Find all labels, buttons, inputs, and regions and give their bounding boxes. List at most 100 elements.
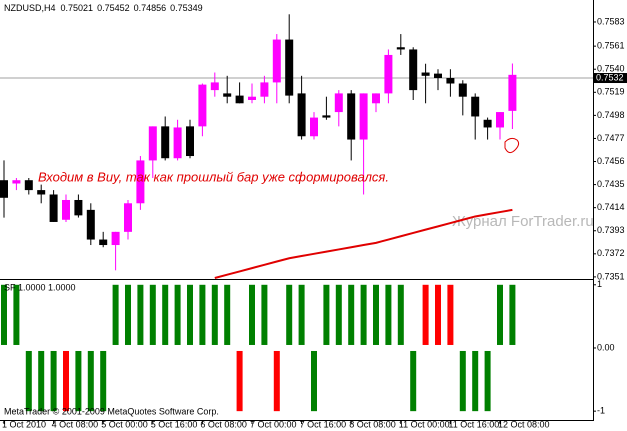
candle-body [49, 194, 58, 222]
x-tick-label: 6 Oct 08:00 [200, 419, 247, 429]
y-tick-label: -1 [597, 406, 605, 416]
indicator-bar [137, 284, 144, 345]
y-tick-label: 0.7456 [597, 156, 625, 166]
indicator-bar [75, 350, 82, 412]
candle-body [136, 160, 145, 204]
y-tick-label: 0.7519 [597, 87, 625, 97]
indicator-bar [112, 284, 119, 345]
indicator-bar [459, 350, 466, 412]
candle-body [347, 93, 356, 140]
candle-body [322, 115, 331, 118]
chart-header: NZDUSD,H4 0.75021 0.75452 0.74856 0.75349 [4, 3, 203, 13]
footnote: MetaTrader © 2001-2009 MetaQuotes Softwa… [4, 406, 219, 416]
indicator-bar [249, 284, 255, 345]
indicator-bar [100, 350, 107, 412]
candle-body [173, 127, 182, 159]
x-tick-label: 1 Oct 2010 [2, 419, 46, 429]
y-tick-label: 0.7435 [597, 179, 625, 189]
candle-body [421, 72, 430, 76]
indicator-bar [397, 284, 404, 345]
close: 0.75349 [170, 3, 203, 13]
indicator-bar [50, 350, 57, 412]
indicator-bar [484, 350, 491, 412]
candle-body [508, 74, 517, 111]
indicator-bar [323, 284, 330, 345]
indicator-bar [236, 350, 243, 412]
indicator-bar [174, 284, 181, 345]
indicator-bar [38, 350, 45, 412]
y-tick-label: 0.7393 [597, 225, 625, 235]
candle-body [458, 83, 467, 97]
candle-body [272, 39, 281, 83]
indicator-bar [87, 350, 94, 412]
indicator-bar [422, 284, 429, 345]
indicator-bar [435, 284, 441, 345]
candle-body [434, 73, 442, 79]
candle-body [86, 209, 95, 240]
current-price-box [594, 73, 627, 84]
indicator-bar [447, 284, 454, 345]
x-tick-label: 11 Oct 16:00 [448, 419, 499, 429]
plot: 0.7583 0.7561 0.7540 0.7519 0.7498 0.7477 0.74… [0, 14, 627, 429]
candle-body [12, 180, 21, 184]
candle-body [62, 199, 70, 220]
candle-body [111, 231, 120, 246]
x-tick-label: 5 Oct 16:00 [151, 419, 198, 429]
indicator-bar [385, 284, 392, 345]
indicator-bar [25, 350, 32, 412]
x-tick-label: 7 Oct 16:00 [300, 419, 347, 429]
candle-body [384, 54, 393, 94]
candle-body [334, 93, 343, 113]
candle-body [37, 190, 46, 195]
indicator-bar [211, 284, 218, 345]
indicator-bar [63, 350, 69, 412]
candle-body [396, 47, 405, 50]
indicator-bar [286, 284, 293, 345]
indicator-bar [373, 284, 379, 345]
candle-body [235, 95, 244, 104]
indicator-label: SF 1.0000 1.0000 [4, 282, 76, 292]
y-tick-label: 0.7498 [597, 110, 625, 120]
candle-body [248, 96, 256, 100]
candle-body [24, 180, 33, 191]
candle-body [409, 49, 418, 91]
indicator-bar [298, 284, 305, 345]
watermark: Журнал ForTrader.ru [452, 213, 594, 230]
indicator-bar [162, 284, 169, 345]
current-price-label: 0.7532 [596, 72, 624, 82]
candle-body [372, 93, 380, 104]
candle-body [260, 82, 269, 97]
indicator-bar [472, 350, 479, 412]
indicator-bar [348, 284, 355, 345]
candle-body [161, 126, 170, 159]
indicator-bar [335, 284, 342, 345]
open: 0.75021 [61, 3, 94, 13]
x-tick-label: 4 Oct 08:00 [52, 419, 99, 429]
indicator-bar [273, 350, 280, 412]
y-tick-label: 0.7477 [597, 133, 625, 143]
candle-body [186, 126, 194, 157]
low: 0.74856 [134, 3, 167, 13]
x-tick-label: 11 Oct 00:00 [399, 419, 450, 429]
indicator-bar [125, 284, 131, 345]
y-tick-label: 0.7414 [597, 202, 625, 212]
y-tick-label: 0.7372 [597, 248, 625, 258]
x-tick-label: 7 Oct 00:00 [250, 419, 297, 429]
candle-body [285, 39, 294, 96]
candle-body [483, 119, 492, 128]
y-tick-label: 0.7540 [597, 64, 625, 74]
candle-body [471, 96, 480, 117]
indicator-bar [410, 350, 417, 412]
indicator-bar [1, 284, 7, 345]
symbol: NZDUSD,H4 [4, 3, 56, 13]
candle-body [297, 93, 306, 137]
candle-body [74, 199, 83, 216]
indicator-bar [360, 284, 367, 345]
indicator-bar [199, 284, 206, 345]
indicator-bar [509, 284, 516, 345]
indicator-bar [187, 284, 193, 345]
y-tick-label: 1 [597, 279, 602, 289]
indicator-bar [224, 284, 231, 345]
x-tick-label: 12 Oct 08:00 [498, 419, 550, 429]
